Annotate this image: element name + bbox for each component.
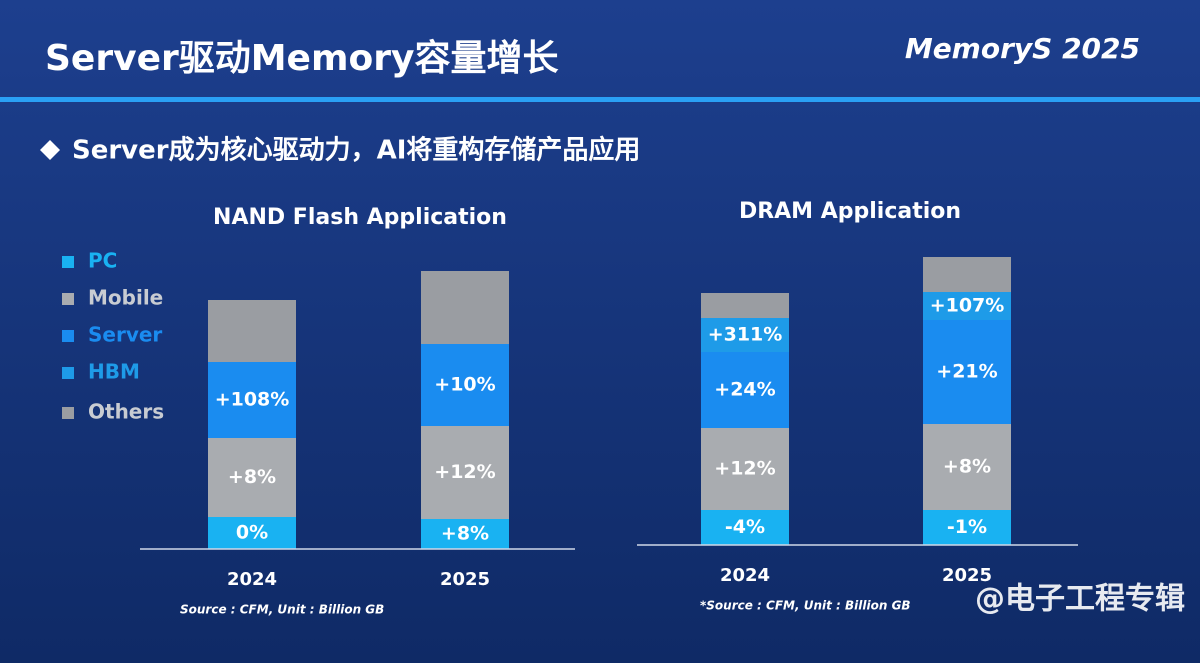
segment-label: +21% (936, 361, 997, 383)
legend-label: Others (88, 400, 164, 424)
bar-segment (701, 293, 789, 318)
segment-label: 0% (236, 522, 268, 544)
bar-segment (923, 292, 1011, 320)
source-note: *Source : CFM, Unit : Billion GB (700, 599, 911, 613)
segment-label: +10% (434, 374, 495, 396)
bar-segment (421, 344, 509, 426)
bar-segment (923, 510, 1011, 545)
segment-label: +12% (714, 458, 775, 480)
watermark: @电子工程专辑 (975, 582, 1185, 617)
x-tick-label: 2024 (720, 565, 770, 586)
bar-segment (923, 320, 1011, 424)
bar-segment (421, 426, 509, 519)
legend-label: Server (88, 323, 162, 347)
segment-label: +108% (215, 389, 290, 411)
legend-label: HBM (88, 360, 140, 384)
bar-segment (421, 519, 509, 549)
segment-label: +24% (714, 379, 775, 401)
bar-segment (421, 271, 509, 344)
subtitle: Server成为核心驱动力，AI将重构存储产品应用 (72, 135, 640, 166)
bar-segment (701, 352, 789, 428)
bar-segment (701, 428, 789, 510)
segment-label: +311% (708, 324, 783, 346)
legend-swatch (62, 293, 74, 305)
x-tick-label: 2025 (942, 565, 992, 586)
source-note: Source : CFM, Unit : Billion GB (180, 603, 384, 617)
logo: MemoryS 2025 (905, 32, 1140, 65)
chart-title: NAND Flash Application (213, 205, 507, 230)
legend-label: Mobile (88, 286, 163, 310)
header-rule (0, 97, 1200, 102)
bar-segment (208, 300, 296, 362)
segment-label: +8% (228, 466, 276, 488)
x-tick-label: 2024 (227, 569, 277, 590)
bar-segment (208, 517, 296, 549)
slide-title: Server驱动Memory容量增长 (45, 38, 558, 79)
segment-label: +8% (943, 456, 991, 478)
bar-segment (923, 257, 1011, 292)
segment-label: +107% (930, 295, 1005, 317)
bar-segment (208, 438, 296, 517)
legend-swatch (62, 367, 74, 379)
segment-label: +8% (441, 523, 489, 545)
bar-segment (701, 318, 789, 352)
legend-label: PC (88, 249, 117, 273)
x-tick-label: 2025 (440, 569, 490, 590)
bullet (40, 140, 60, 160)
legend-swatch (62, 256, 74, 268)
bar-segment (701, 510, 789, 545)
chart-title: DRAM Application (739, 199, 961, 224)
bar-segment (923, 424, 1011, 510)
legend-swatch (62, 407, 74, 419)
segment-label: +12% (434, 461, 495, 483)
bar-segment (208, 362, 296, 438)
legend-swatch (62, 330, 74, 342)
segment-label: -1% (947, 516, 987, 538)
segment-label: -4% (725, 516, 765, 538)
